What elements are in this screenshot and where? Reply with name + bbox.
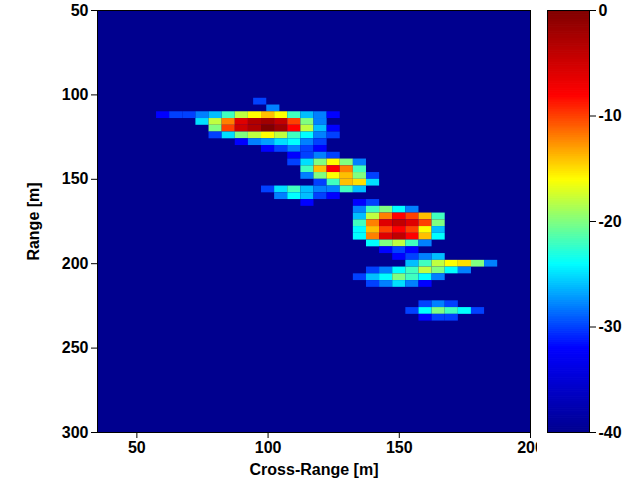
svg-text:250: 250 bbox=[62, 339, 89, 356]
svg-text:Cross-Range [m]: Cross-Range [m] bbox=[250, 461, 379, 478]
svg-text:150: 150 bbox=[62, 170, 89, 187]
svg-text:-30: -30 bbox=[599, 318, 622, 335]
svg-text:-20: -20 bbox=[599, 213, 622, 230]
svg-text:100: 100 bbox=[62, 86, 89, 103]
svg-text:-10: -10 bbox=[599, 107, 622, 124]
svg-text:0: 0 bbox=[599, 2, 608, 19]
svg-text:-40: -40 bbox=[599, 424, 622, 441]
svg-text:150: 150 bbox=[386, 439, 413, 456]
svg-text:50: 50 bbox=[128, 439, 146, 456]
svg-text:200: 200 bbox=[62, 255, 89, 272]
svg-text:50: 50 bbox=[71, 2, 89, 19]
svg-text:200: 200 bbox=[517, 439, 537, 456]
svg-text:Range [m]: Range [m] bbox=[25, 182, 42, 260]
svg-text:300: 300 bbox=[62, 424, 89, 441]
svg-text:100: 100 bbox=[255, 439, 282, 456]
